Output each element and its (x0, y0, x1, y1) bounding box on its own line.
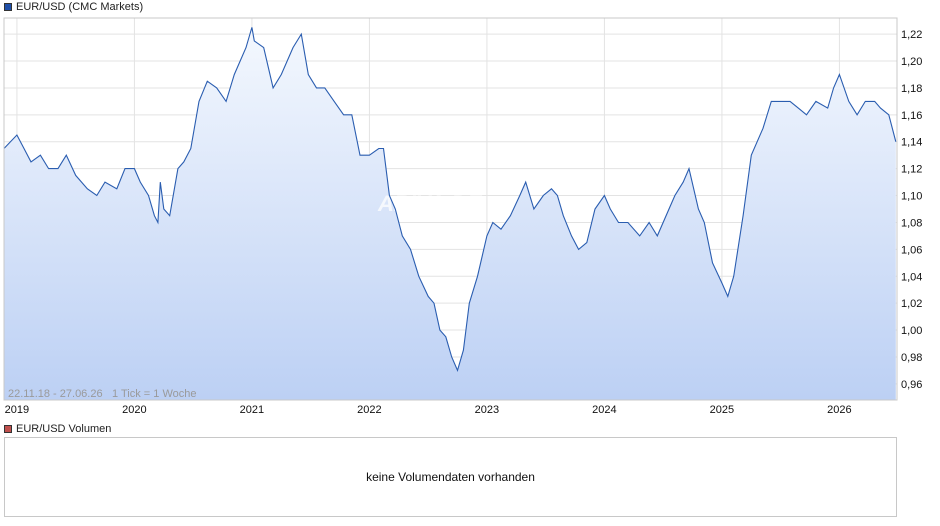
y-tick-label: 1,12 (901, 164, 922, 176)
date-range-label: 22.11.18 - 27.06.26 (8, 388, 103, 400)
plot-frame (3, 17, 898, 401)
y-tick-label: 1,20 (901, 56, 922, 68)
volume-legend-label: EUR/USD Volumen (16, 422, 112, 435)
y-tick-label: 1,18 (901, 83, 922, 95)
y-tick-label: 0,96 (901, 379, 922, 391)
watermark: ARIVA.DE (377, 191, 483, 216)
volume-panel: keine Volumendaten vorhanden (4, 437, 897, 517)
x-tick-label: 2020 (122, 404, 146, 416)
price-area (4, 27, 896, 401)
y-tick-label: 1,16 (901, 110, 922, 122)
volume-empty-message: keine Volumendaten vorhanden (366, 470, 535, 484)
y-tick-label: 1,22 (901, 29, 922, 41)
x-tick-label: 2022 (357, 404, 381, 416)
x-tick-label: 2025 (710, 404, 734, 416)
x-tick-label: 2021 (240, 404, 264, 416)
y-tick-label: 1,02 (901, 298, 922, 310)
y-axis-labels: 0,96 0,98 1,00 1,02 1,04 1,06 1,08 1,10 1,12 1,14… (901, 29, 922, 391)
y-tick-label: 1,06 (901, 244, 922, 256)
main-legend: EUR/USD (CMC Markets) (4, 0, 143, 13)
x-axis-labels: 2019 2020 2021 2022 2023 2024 2025 2026 (5, 404, 852, 416)
y-tick-label: 1,10 (901, 191, 922, 203)
x-tick-label: 2019 (5, 404, 29, 416)
price-line (3, 27, 897, 373)
y-tick-label: 1,00 (901, 325, 922, 337)
main-legend-swatch (4, 2, 12, 11)
volume-legend: EUR/USD Volumen (4, 422, 111, 435)
y-tick-label: 1,08 (901, 217, 922, 229)
x-tick-label: 2023 (475, 404, 499, 416)
volume-legend-swatch (4, 424, 12, 433)
x-tick-label: 2024 (592, 404, 616, 416)
tick-info-label: 1 Tick = 1 Woche (112, 388, 196, 400)
y-tick-label: 1,14 (901, 137, 922, 149)
price-chart-svg: ARIVA.DE 0,96 0,98 1,00 1,02 1,04 1,06 1,08 1,1… (3, 17, 922, 416)
price-chart[interactable]: ARIVA.DE 0,96 0,98 1,00 1,02 1,04 1,06 1,08 1,1… (0, 14, 940, 416)
y-tick-label: 1,04 (901, 271, 922, 283)
y-tick-label: 0,98 (901, 352, 922, 364)
main-legend-label: EUR/USD (CMC Markets) (16, 0, 144, 13)
x-tick-label: 2026 (827, 404, 851, 416)
